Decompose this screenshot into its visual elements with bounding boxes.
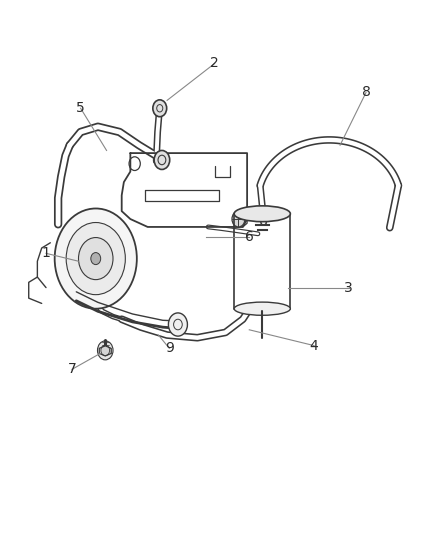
Text: 3: 3 (344, 280, 353, 295)
Circle shape (66, 222, 125, 295)
Text: 9: 9 (165, 341, 174, 356)
Text: 6: 6 (245, 230, 254, 245)
Text: 8: 8 (362, 85, 371, 100)
Ellipse shape (234, 302, 290, 316)
Text: 2: 2 (210, 56, 219, 70)
Circle shape (91, 253, 101, 264)
Circle shape (232, 211, 245, 227)
Text: 1: 1 (42, 246, 50, 260)
Circle shape (153, 100, 167, 117)
Circle shape (78, 238, 113, 280)
Circle shape (55, 208, 137, 309)
Ellipse shape (234, 206, 290, 222)
Circle shape (98, 341, 113, 360)
Text: 5: 5 (76, 101, 85, 115)
Text: 4: 4 (310, 338, 318, 353)
Polygon shape (99, 346, 111, 356)
Circle shape (168, 313, 187, 336)
Circle shape (154, 150, 170, 169)
Text: 7: 7 (67, 362, 76, 376)
